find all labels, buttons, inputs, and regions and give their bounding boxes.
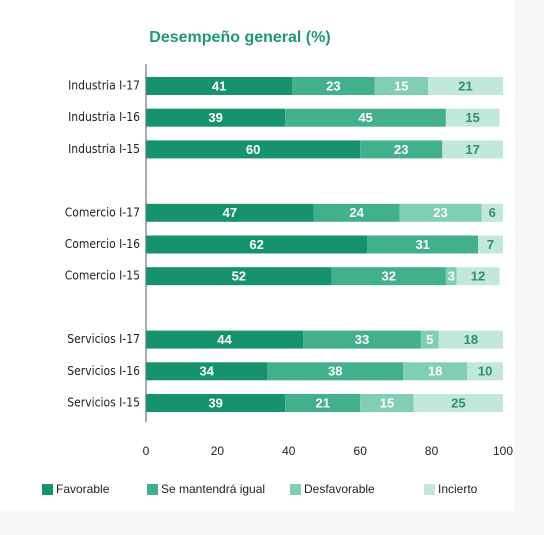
value-label: 10 <box>478 364 492 379</box>
bar-segment <box>403 362 468 381</box>
bar-segment <box>478 235 503 254</box>
value-label: 5 <box>426 332 433 347</box>
bar-segment <box>331 267 446 286</box>
value-label: 15 <box>380 395 394 410</box>
value-label: 44 <box>217 332 232 347</box>
value-label: 7 <box>487 237 494 252</box>
x-tick-label: 80 <box>425 444 439 458</box>
value-label: 6 <box>489 205 496 220</box>
x-tick-label: 60 <box>354 444 368 458</box>
value-label: 32 <box>382 269 396 284</box>
value-label: 47 <box>223 205 237 220</box>
bar-segment <box>420 330 439 349</box>
y-tick-label: Servicios I-15 <box>67 396 140 410</box>
bar-segment <box>146 108 286 127</box>
y-tick-label: Comercio I-16 <box>65 237 140 251</box>
y-tick-label: Industria I-17 <box>68 79 140 93</box>
bar-segment <box>146 330 304 349</box>
legend-swatch <box>147 484 158 495</box>
value-label: 23 <box>394 142 408 157</box>
bar-segment <box>374 77 429 95</box>
value-label: 21 <box>458 78 472 93</box>
value-label: 60 <box>246 142 260 157</box>
y-tick-label: Servicios I-16 <box>67 364 140 378</box>
bar-segment <box>481 203 503 222</box>
value-label: 12 <box>471 269 485 284</box>
legend-label: Desfavorable <box>304 482 375 496</box>
bar-segment <box>367 235 479 254</box>
x-tick-label: 0 <box>143 444 150 458</box>
legend-label: Se mantendrá igual <box>161 482 265 496</box>
bar-segment <box>285 108 446 127</box>
value-label: 62 <box>249 237 263 252</box>
value-label: 33 <box>355 332 369 347</box>
value-label: 18 <box>464 332 478 347</box>
legend-swatch <box>290 484 301 495</box>
value-label: 52 <box>232 269 246 284</box>
value-label: 34 <box>199 364 214 379</box>
bar-segment <box>438 330 503 349</box>
bar-segment <box>146 203 314 222</box>
bar-segment <box>467 362 503 381</box>
y-tick-label: Industria I-15 <box>68 142 140 156</box>
y-tick-label: Comercio I-17 <box>65 205 140 219</box>
bar-segment <box>146 140 361 159</box>
y-tick-label: Industria I-16 <box>68 110 140 124</box>
bar-segment <box>146 267 332 286</box>
value-label: 21 <box>315 395 329 410</box>
bar-segment <box>267 362 404 381</box>
value-label: 39 <box>208 110 222 125</box>
bar-segment <box>360 394 414 412</box>
value-label: 38 <box>328 364 342 379</box>
x-tick-label: 100 <box>493 444 513 458</box>
bar-segment <box>146 394 286 412</box>
bar-segment <box>399 203 482 222</box>
bar-segment <box>146 235 368 254</box>
bar-segment <box>442 140 503 159</box>
legend-swatch <box>42 484 53 495</box>
bar-segment <box>456 267 500 286</box>
legend-label: Incierto <box>438 482 478 496</box>
bar-segment <box>313 203 400 222</box>
value-label: 17 <box>465 142 479 157</box>
value-label: 39 <box>208 395 222 410</box>
x-tick-label: 40 <box>282 444 296 458</box>
chart-title: Desempeño general (%) <box>149 29 330 46</box>
legend-swatch <box>424 484 435 495</box>
bar-segment <box>360 140 443 159</box>
y-tick-label: Comercio I-15 <box>65 269 140 283</box>
y-tick-label: Servicios I-17 <box>67 332 140 346</box>
bar-segment <box>146 362 268 381</box>
bar-segment <box>285 394 361 412</box>
value-label: 15 <box>394 78 408 93</box>
bar-segment <box>303 330 421 349</box>
x-tick-label: 20 <box>211 444 225 458</box>
bar-segment <box>146 77 293 95</box>
bar-segment <box>428 77 503 95</box>
value-label: 24 <box>349 205 364 220</box>
legend-label: Favorable <box>56 482 110 496</box>
panel <box>0 0 514 510</box>
bar-segment <box>445 108 500 127</box>
value-label: 41 <box>212 78 226 93</box>
value-label: 45 <box>358 110 372 125</box>
value-label: 23 <box>433 205 447 220</box>
value-label: 15 <box>465 110 479 125</box>
value-label: 25 <box>451 395 465 410</box>
value-label: 23 <box>326 78 340 93</box>
value-label: 3 <box>448 269 455 284</box>
value-label: 18 <box>428 364 442 379</box>
value-label: 31 <box>415 237 429 252</box>
bar-segment <box>413 394 503 412</box>
bar-segment <box>292 77 375 95</box>
bar-segment <box>445 267 457 286</box>
